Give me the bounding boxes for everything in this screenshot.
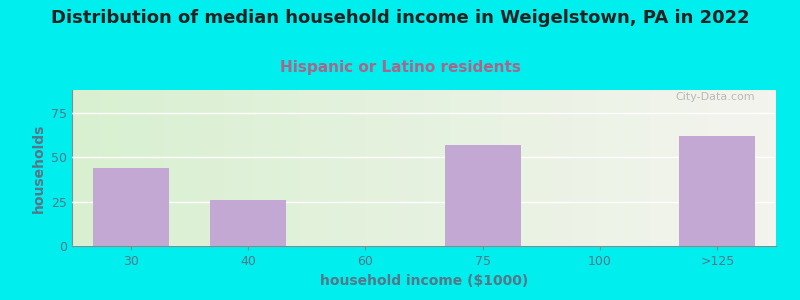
X-axis label: household income ($1000): household income ($1000) [320,274,528,288]
Bar [679,136,755,246]
Bar [210,200,286,246]
Text: City-Data.com: City-Data.com [675,92,755,102]
Bar [93,168,169,246]
Y-axis label: households: households [31,123,46,213]
Text: Distribution of median household income in Weigelstown, PA in 2022: Distribution of median household income … [50,9,750,27]
Text: Hispanic or Latino residents: Hispanic or Latino residents [279,60,521,75]
Bar [445,145,521,246]
